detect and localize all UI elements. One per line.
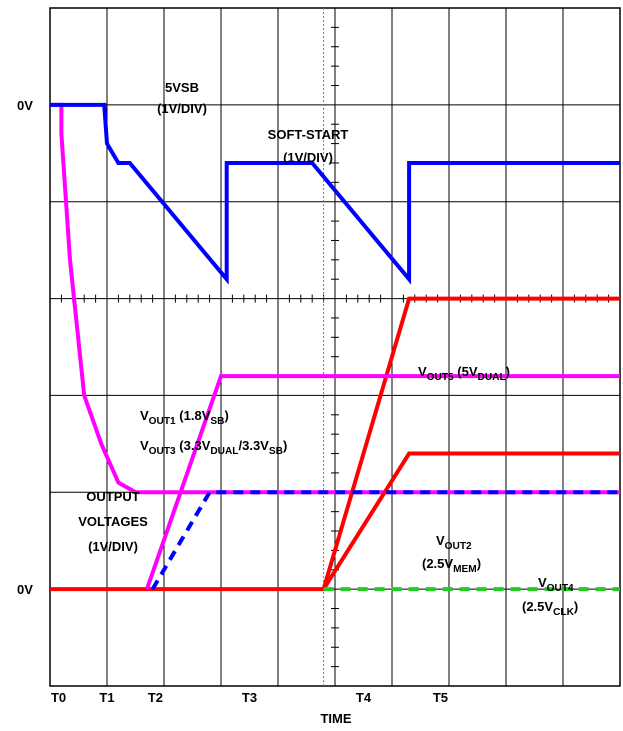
label-output-voltages: OUTPUT	[86, 489, 140, 504]
label-output-voltages-scale: (1V/DIV)	[88, 539, 138, 554]
label-vout5: VOUT5 (5VDUAL)	[418, 364, 510, 383]
x-tick-t5: T5	[433, 690, 448, 705]
x-tick-t0: T0	[51, 690, 66, 705]
series-vsb	[50, 102, 620, 495]
label-vout4-sub: (2.5VCLK)	[522, 599, 578, 618]
label-5vsb: 5VSB	[165, 80, 199, 95]
label-vout2: VOUT2	[436, 533, 472, 552]
x-tick-t3: T3	[242, 690, 257, 705]
series-vout2	[321, 451, 620, 591]
label-soft-start-scale: (1V/DIV)	[283, 150, 333, 165]
series-vout1	[145, 374, 620, 590]
y-label-1: 0V	[17, 582, 33, 597]
series-vout3	[150, 490, 620, 591]
label-vout3: VOUT3 (3.3VDUAL/3.3VSB)	[140, 438, 287, 457]
series-ss	[50, 102, 620, 285]
y-label-0: 0V	[17, 98, 33, 113]
label-vout1: VOUT1 (1.8VSB)	[140, 408, 229, 427]
label-5vsb-scale: (1V/DIV)	[157, 101, 207, 116]
series	[50, 102, 620, 592]
x-axis-label: TIME	[320, 711, 351, 726]
label-vout4: VOUT4	[538, 575, 574, 594]
label-soft-start: SOFT-START	[268, 127, 349, 142]
labels: TIME T0 T1 T2 T3 T4 T5 0V 0V 5VSB (1V/DIV) SOFT-ST…	[17, 80, 578, 726]
grid	[49, 7, 621, 687]
label-output-voltages-2: VOLTAGES	[78, 514, 148, 529]
x-tick-t4: T4	[356, 690, 372, 705]
series-vout5	[50, 296, 620, 592]
x-tick-t1: T1	[99, 690, 114, 705]
x-tick-t2: T2	[148, 690, 163, 705]
label-vout2-sub: (2.5VMEM)	[422, 556, 481, 575]
